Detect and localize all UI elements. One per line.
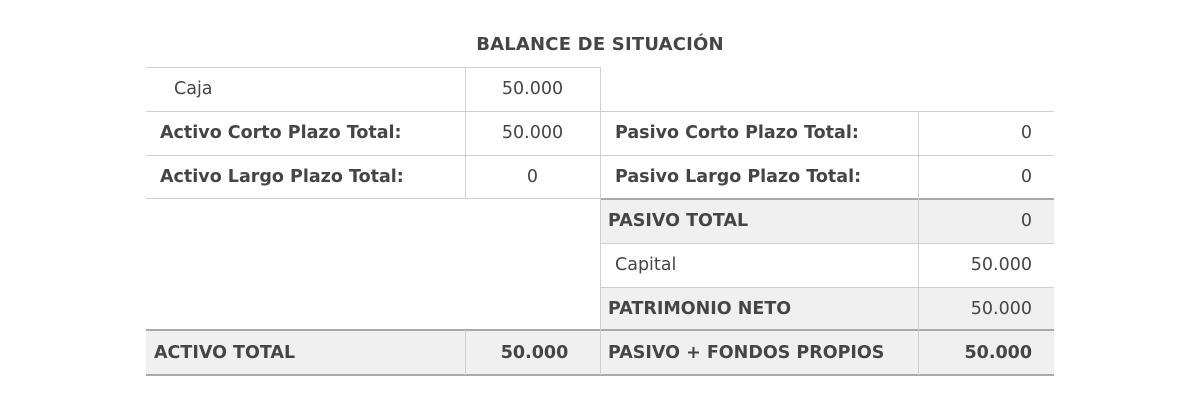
patrimonio-row-bg (600, 287, 1054, 330)
pasivo-total-label: PASIVO TOTAL (608, 211, 749, 231)
pasivo-corto-value: 0 (1020, 123, 1032, 143)
divider (146, 374, 1054, 376)
caja-value: 50.000 (501, 79, 564, 99)
pasivo-fondos-value: 50.000 (964, 342, 1032, 363)
divider (600, 67, 601, 375)
activo-total-label: ACTIVO TOTAL (154, 342, 296, 363)
activo-total-value: 50.000 (500, 342, 569, 363)
divider (918, 111, 919, 375)
divider (600, 198, 1054, 200)
divider (465, 67, 466, 199)
pasivo-fondos-label: PASIVO + FONDOS PROPIOS (608, 342, 885, 363)
capital-value: 50.000 (970, 255, 1032, 275)
patrimonio-label: PATRIMONIO NETO (608, 298, 792, 319)
activo-largo-label: Activo Largo Plazo Total: (160, 167, 404, 187)
pasivo-largo-label: Pasivo Largo Plazo Total: (615, 167, 862, 187)
caja-label: Caja (174, 79, 213, 99)
divider (146, 67, 600, 68)
activo-corto-value: 50.000 (501, 123, 564, 143)
pasivo-largo-value: 0 (1020, 167, 1032, 187)
patrimonio-value: 50.000 (970, 298, 1032, 319)
capital-label: Capital (615, 255, 677, 275)
divider (600, 243, 1054, 244)
pasivo-total-row-bg (600, 199, 1054, 243)
divider (600, 287, 1054, 288)
activo-largo-value: 0 (526, 167, 539, 187)
activo-corto-label: Activo Corto Plazo Total: (160, 123, 402, 143)
pasivo-total-value: 0 (1020, 211, 1032, 231)
divider (465, 330, 466, 375)
divider (146, 198, 600, 199)
page-title: BALANCE DE SITUACIÓN (476, 34, 724, 55)
pasivo-corto-label: Pasivo Corto Plazo Total: (615, 123, 859, 143)
